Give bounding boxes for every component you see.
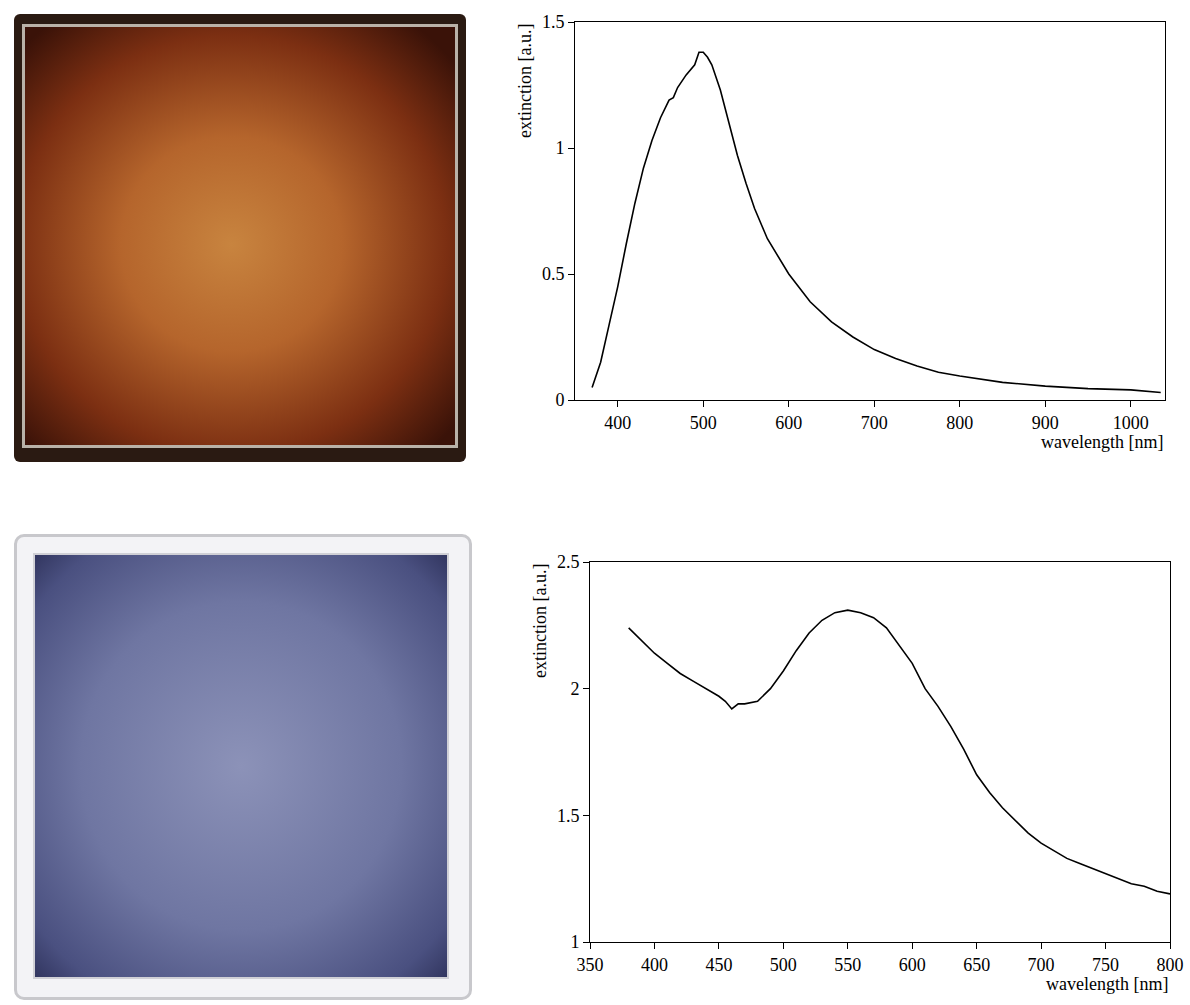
svg-text:wavelength [nm]: wavelength [nm] — [1041, 432, 1163, 452]
svg-text:350: 350 — [577, 955, 604, 975]
svg-text:extinction [a.u.]: extinction [a.u.] — [515, 24, 535, 138]
svg-text:600: 600 — [899, 955, 926, 975]
svg-text:1: 1 — [570, 932, 579, 952]
svg-text:700: 700 — [1028, 955, 1055, 975]
svg-text:550: 550 — [834, 955, 861, 975]
svg-text:450: 450 — [705, 955, 732, 975]
svg-text:extinction [a.u.]: extinction [a.u.] — [530, 564, 550, 678]
svg-text:400: 400 — [604, 413, 631, 433]
svg-text:500: 500 — [690, 413, 717, 433]
svg-text:800: 800 — [1157, 955, 1184, 975]
svg-text:600: 600 — [775, 413, 802, 433]
svg-text:800: 800 — [946, 413, 973, 433]
svg-text:0: 0 — [555, 390, 564, 410]
svg-text:0.5: 0.5 — [542, 264, 565, 284]
svg-text:700: 700 — [861, 413, 888, 433]
svg-text:750: 750 — [1092, 955, 1119, 975]
svg-text:wavelength [nm]: wavelength [nm] — [1046, 974, 1168, 994]
svg-text:650: 650 — [963, 955, 990, 975]
svg-text:1.5: 1.5 — [557, 806, 580, 826]
svg-text:2.5: 2.5 — [557, 552, 580, 572]
svg-text:900: 900 — [1032, 413, 1059, 433]
svg-text:1: 1 — [555, 138, 564, 158]
svg-text:1000: 1000 — [1113, 413, 1149, 433]
svg-text:400: 400 — [641, 955, 668, 975]
svg-text:500: 500 — [770, 955, 797, 975]
svg-text:2: 2 — [570, 679, 579, 699]
svg-text:1.5: 1.5 — [542, 12, 565, 32]
